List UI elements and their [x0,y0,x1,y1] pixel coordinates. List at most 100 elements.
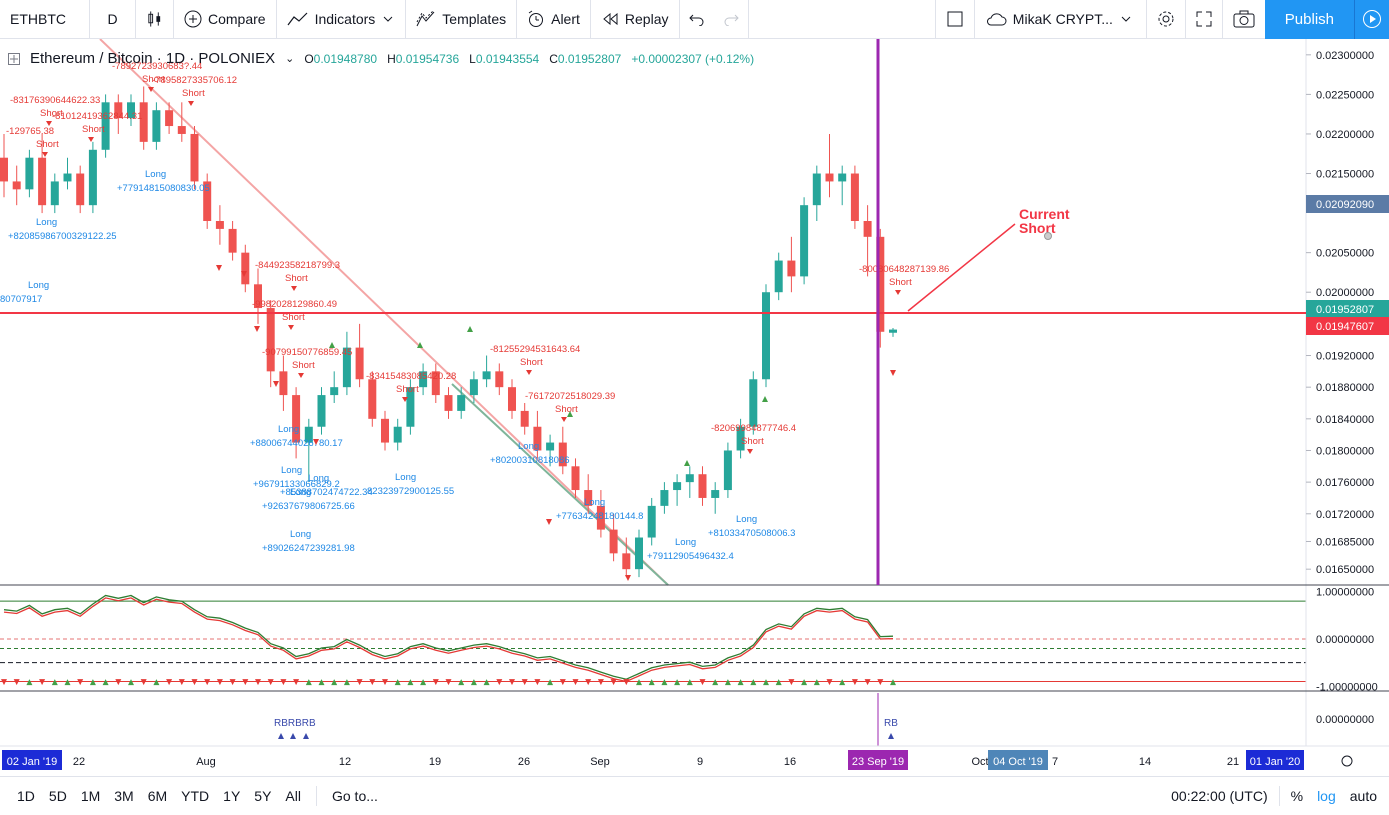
candle-body [139,102,148,142]
price-badge-blue [1306,195,1389,213]
range-button[interactable]: 5Y [254,788,272,804]
log-toggle[interactable]: log [1317,788,1336,804]
templates-button[interactable]: Templates [406,0,518,39]
candles [0,86,897,578]
range-button[interactable]: 3M [114,788,134,804]
short-signal-value: -83176390644622.33 [10,95,100,106]
candle-body [762,292,770,380]
date-badge-right-text: 01 Jan '20 [1250,756,1300,768]
gear-icon [1158,11,1174,27]
range-button[interactable]: 6M [147,788,168,804]
candle-body [723,450,732,491]
long-signal-value: +77634248180144.8 [556,511,643,522]
range-button[interactable]: All [285,788,301,804]
price-tick-label: 0.02250000 [1316,89,1374,101]
chevron-down-icon [383,16,393,22]
osc-down-marker [140,679,147,686]
settings-button[interactable] [1147,0,1186,39]
osc-up-marker [407,679,414,686]
candle-body [431,371,440,396]
price-tick-label: 0.02300000 [1316,50,1374,62]
gear-icon[interactable] [1341,755,1353,767]
short-arrow [42,152,48,157]
chart-canvas[interactable]: -7892723930683?.44Short-789582733570​6.1… [0,38,1389,776]
candle-body [165,110,174,127]
time-tick-label: 14 [1139,756,1151,768]
redo-button[interactable] [714,0,749,39]
osc-down-marker [204,679,211,686]
replay-button[interactable]: Replay [591,0,680,39]
candle-body [584,490,593,506]
lower-pane-tick-label: 0.00000000 [1316,714,1374,726]
range-button[interactable]: 5D [48,788,67,804]
osc-down-marker [788,679,795,686]
chevron-down-icon[interactable]: ⌄ [285,53,295,65]
chart-type-button[interactable] [136,0,174,39]
range-button[interactable]: 1M [80,788,101,804]
long-signal-label: Long [675,537,696,548]
range-button[interactable]: 1D [17,788,35,804]
long-signal-value: +79112905496432.4 [647,551,734,562]
candle-body [101,102,110,150]
play-button[interactable] [1354,0,1389,39]
short-signal-label: Short [741,436,764,447]
candle-body [520,410,529,427]
range-button[interactable]: 1Y [223,788,241,804]
long-signal-value: +96791133066829.2 [253,479,340,490]
compare-button[interactable]: Compare [174,0,277,39]
short-arrow [148,87,154,92]
expand-icon[interactable] [8,52,20,65]
short-signal-value: -82069984877746.4 [711,423,796,434]
divider [315,786,317,806]
candle-body [292,395,301,443]
candle-body [609,529,618,554]
auto-toggle[interactable]: auto [1349,788,1377,804]
candle-body [825,173,834,182]
layout-toggle-button[interactable] [934,0,975,39]
date-badge-left [2,750,62,770]
osc-up-marker [737,679,744,686]
short-signal-value: -90799150776859.45 [262,347,352,358]
osc-up-marker [750,679,757,686]
layout-name-button[interactable]: MikaK CRYPT... [975,0,1147,39]
osc-down-marker [877,679,884,686]
osc-down-marker [267,679,274,686]
price-tick-label: 0.02050000 [1316,248,1374,260]
osc-up-marker [636,679,642,686]
date-badge-left-text: 02 Jan '19 [7,756,57,768]
range-buttons: 1D 5D 1M 3M 6M YTD 1Y 5Y All [0,788,308,804]
interval-button[interactable]: D [90,0,136,39]
goto-button[interactable]: Go to... [331,788,378,804]
snapshot-button[interactable] [1223,0,1265,39]
price-tick-label: 0.01760000 [1316,477,1374,489]
candle-body [889,329,897,333]
osc-down-marker [293,679,300,686]
osc-down-marker [255,679,261,686]
alert-button[interactable]: Alert [517,0,591,39]
candle-body [203,181,212,221]
fullscreen-button[interactable] [1186,0,1223,39]
publish-button[interactable]: Publish [1264,0,1354,39]
osc-down-marker [382,679,388,686]
percent-toggle[interactable]: % [1290,788,1304,804]
candle-body [863,221,872,237]
clock-label[interactable]: 00:22:00 (UTC) [1171,788,1268,804]
short-signal-label: Short [40,108,63,119]
symbol-title[interactable]: Ethereum / Bitcoin · 1D · POLONIEX [30,50,276,67]
bottom-toolbar: 1D 5D 1M 3M 6M YTD 1Y 5Y All Go to... 00:22:00 (… [0,776,1389,815]
osc-up-marker [470,679,477,686]
divider [1278,786,1280,806]
long-signal-value: +82085986700329122.25 [8,231,117,242]
osc-up-marker [331,679,338,686]
indicators-button[interactable]: Indicators [277,0,407,39]
chart-area[interactable]: -7892723930683?.44 Short -789582733570​6.1… [0,38,1389,776]
symbol-search-button[interactable]: ETHBTC [0,0,90,39]
short-arrow [561,417,567,422]
osc-line-green [3,594,894,680]
trend-line-green [451,383,669,586]
osc-up-marker [64,679,71,686]
range-button[interactable]: YTD [181,788,210,804]
osc-down-marker [521,679,528,686]
undo-button[interactable] [680,0,714,39]
oscillator-pane: RBRBRB RB [0,594,1306,746]
